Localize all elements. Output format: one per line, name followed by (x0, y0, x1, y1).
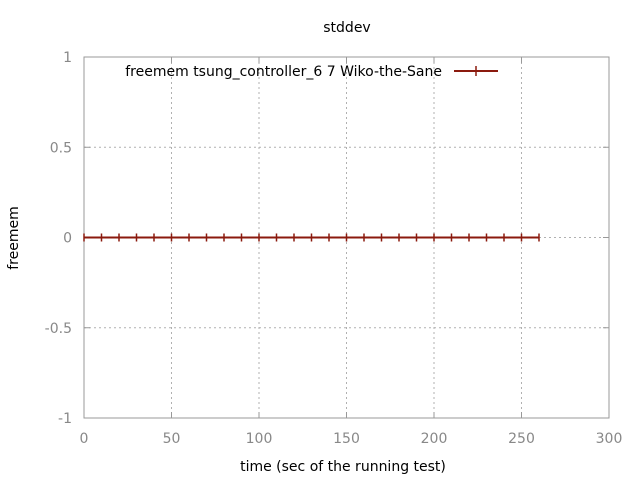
y-tick-label: -0.5 (45, 321, 72, 337)
chart-title: stddev (323, 20, 370, 36)
x-tick-label: 250 (508, 431, 535, 447)
y-tick-label: 0 (63, 231, 72, 247)
y-tick-label: -1 (58, 411, 72, 427)
legend: freemem tsung_controller_6 7 Wiko-the-Sa… (125, 64, 498, 80)
x-tick-label: 50 (163, 431, 181, 447)
x-tick-label: 300 (596, 431, 623, 447)
axis-ticks (83, 56, 610, 419)
y-axis-label: freemem (6, 206, 22, 270)
y-tick-label: 0.5 (50, 140, 72, 156)
tick-labels: 0 50 100 150 200 250 300 -1 -0.5 0 0.5 1 (45, 50, 623, 447)
x-tick-label: 0 (80, 431, 89, 447)
x-tick-label: 100 (246, 431, 273, 447)
legend-entry-label: freemem tsung_controller_6 7 Wiko-the-Sa… (125, 64, 442, 80)
x-tick-label: 150 (333, 431, 360, 447)
y-tick-label: 1 (63, 50, 72, 66)
x-tick-label: 200 (421, 431, 448, 447)
x-axis-label: time (sec of the running test) (240, 459, 446, 475)
series-group (83, 233, 540, 242)
